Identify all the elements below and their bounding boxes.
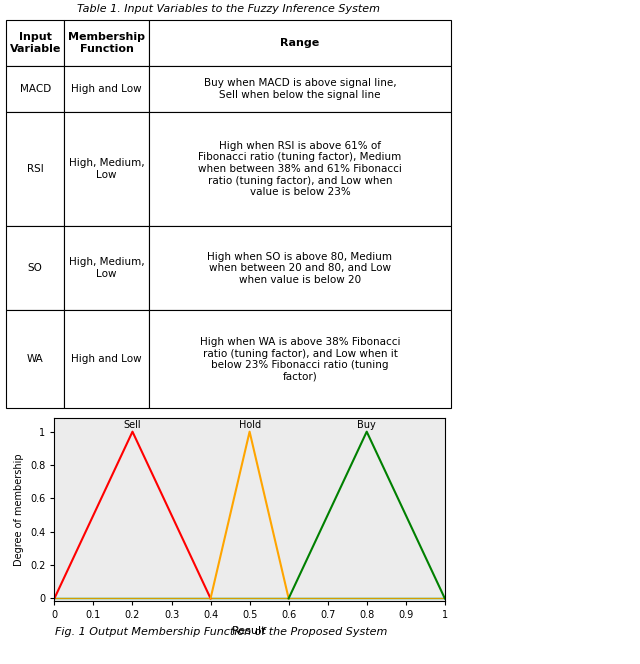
X-axis label: Result: Result bbox=[232, 625, 267, 635]
Text: Hold: Hold bbox=[239, 420, 260, 430]
Text: Fig. 1 Output Membership Function of the Proposed System: Fig. 1 Output Membership Function of the… bbox=[54, 627, 387, 637]
Text: Buy: Buy bbox=[357, 420, 376, 430]
Text: Sell: Sell bbox=[124, 420, 141, 430]
Text: Table 1. Input Variables to the Fuzzy Inference System: Table 1. Input Variables to the Fuzzy In… bbox=[77, 4, 380, 14]
Y-axis label: Degree of membership: Degree of membership bbox=[15, 454, 24, 566]
